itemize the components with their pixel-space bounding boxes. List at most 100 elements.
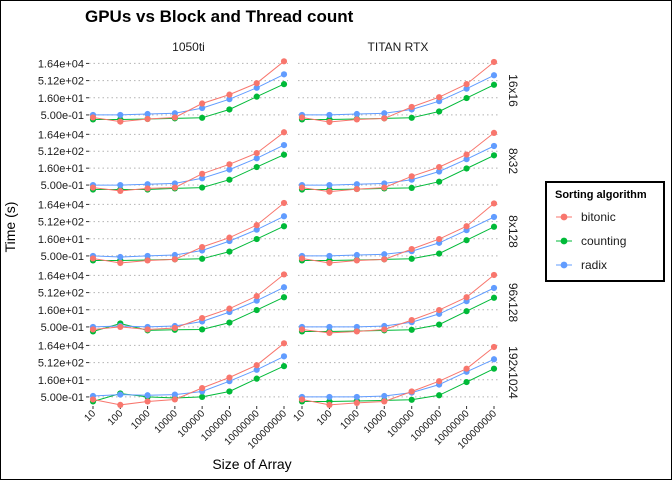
legend-label-bitonic: bitonic [581,210,616,224]
point-radix [326,393,333,401]
point-bitonic [89,184,97,191]
panel-16x16-1050ti [89,58,288,125]
series-line-radix [302,216,495,257]
point-radix [326,252,333,260]
point-bitonic [353,116,360,123]
point-radix [117,391,124,398]
strip-row-192x1024: 192x1024 [506,346,520,399]
point-radix [326,111,333,119]
x-tick-label: 1000 [129,408,153,432]
point-bitonic [381,398,388,405]
point-radix [117,181,124,189]
series-line-counting [302,84,495,120]
point-bitonic [171,396,178,403]
y-tick-label: 1.60e+01 [38,163,84,175]
point-counting [226,106,233,113]
legend-label-counting: counting [581,234,626,248]
point-bitonic [253,293,260,300]
y-tick-label: 1.64e+04 [38,270,84,282]
point-counting [408,255,415,262]
point-bitonic [381,115,388,122]
point-counting [253,163,260,171]
point-bitonic [280,271,288,278]
point-bitonic [436,306,443,314]
point-bitonic [117,401,124,408]
series-line-counting [302,154,495,190]
point-radix [253,84,260,91]
y-tick-label: 5.00e-01 [41,251,84,263]
point-bitonic [253,80,260,87]
point-bitonic [408,173,415,180]
point-counting [490,294,498,301]
facet-panels: 1050ti TITAN RTX 16x16 8x32 8x128 96x128 192x1… [38,40,520,452]
point-radix [117,111,124,119]
point-radix [353,393,360,401]
strip-row-96x128: 96x128 [506,283,520,323]
point-counting [436,250,443,257]
strip-row-8x32: 8x32 [506,148,520,174]
point-counting [226,319,233,326]
y-tick-label: 5.12e+02 [38,76,84,88]
series-line-bitonic [92,60,285,123]
panel-8x32-1050ti [89,129,288,195]
point-bitonic [436,163,443,171]
point-bitonic [298,184,306,191]
panel-96x128-1050ti [89,271,288,335]
point-bitonic [408,388,415,395]
series-line-counting [93,83,285,120]
point-radix [199,175,206,182]
chart-title: GPUs vs Block and Thread count [85,7,354,26]
point-counting [199,114,206,121]
point-radix [144,392,151,399]
series-line-counting [93,225,285,261]
point-bitonic [280,58,288,65]
point-bitonic [226,91,233,98]
point-counting [490,365,498,372]
legend-key-radix [560,261,568,269]
x-axis-label: Size of Array [212,456,291,472]
point-bitonic [171,114,178,121]
series-line-bitonic [301,132,495,193]
point-counting [280,81,288,88]
point-bitonic [144,115,151,123]
legend-key-bitonic [560,213,568,221]
series-line-radix [302,74,495,116]
point-bitonic [226,374,233,381]
point-radix [381,110,388,117]
point-counting [253,235,260,243]
point-radix [144,252,151,260]
point-counting [463,378,470,386]
series-line-radix [302,358,495,398]
point-bitonic [381,256,388,263]
point-bitonic [490,129,498,136]
point-radix [463,85,470,92]
series-line-radix [302,287,495,328]
point-bitonic [436,378,443,385]
series-line-bitonic [301,346,495,406]
point-bitonic [171,184,178,191]
point-bitonic [408,103,415,111]
panel-192x1024-titan-rtx [298,343,498,408]
legend-title: Sorting algorithm [555,189,647,201]
point-bitonic [463,365,470,372]
point-bitonic [199,100,206,107]
y-tick-label: 1.60e+01 [38,305,84,317]
point-bitonic [199,314,206,322]
point-bitonic [199,243,206,251]
point-bitonic [408,316,415,324]
point-radix [253,366,260,373]
point-radix [436,168,443,175]
point-counting [490,152,498,159]
point-radix [353,181,360,188]
y-tick-label: 1.64e+04 [38,58,84,70]
point-bitonic [436,94,443,101]
point-radix [253,226,260,233]
y-tick-label: 5.12e+02 [38,146,84,158]
strip-column-titan-rtx: TITAN RTX [368,40,429,54]
point-bitonic [226,234,233,241]
series-line-counting [92,365,285,402]
point-counting [436,178,443,185]
series-line-bitonic [301,203,495,264]
point-bitonic [326,329,333,336]
point-bitonic [117,323,124,331]
